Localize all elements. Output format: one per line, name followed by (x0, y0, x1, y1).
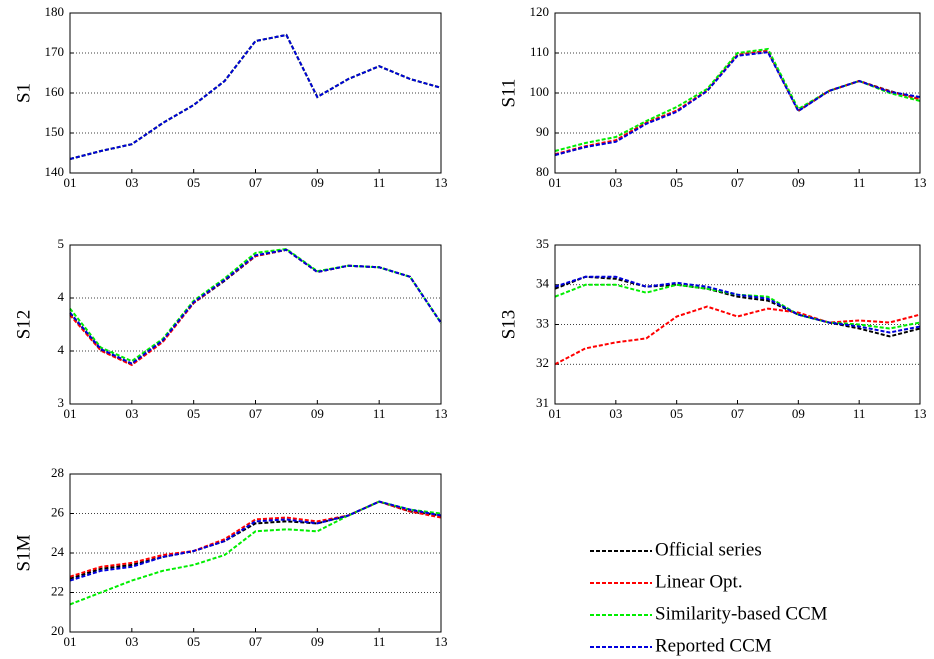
y-tick-label: 4 (58, 342, 65, 357)
plot-frame (69, 12, 442, 174)
series-line (554, 283, 921, 330)
x-tick-label: 07 (249, 175, 263, 190)
x-tick-label: 03 (609, 406, 622, 421)
y-axis-label: S1M (13, 534, 34, 571)
legend-label: Linear Opt. (655, 571, 743, 592)
x-tick-label: 03 (125, 175, 138, 190)
x-tick-label: 07 (249, 634, 263, 649)
series-line (69, 247, 442, 363)
x-tick-label: 13 (914, 175, 927, 190)
x-tick-label: 09 (311, 634, 324, 649)
legend-label: Official series (655, 539, 762, 560)
x-tick-label: 01 (64, 175, 77, 190)
y-axis-label: S1 (13, 83, 34, 103)
y-tick-label: 140 (45, 164, 65, 179)
x-tick-label: 13 (435, 634, 448, 649)
series-line (69, 500, 442, 582)
series-line (69, 33, 442, 160)
y-tick-label: 4 (58, 289, 65, 304)
y-tick-label: 26 (51, 504, 65, 519)
y-tick-label: 22 (51, 583, 64, 598)
x-tick-label: 07 (731, 175, 745, 190)
plot-frame (69, 244, 442, 405)
y-tick-label: 33 (536, 315, 549, 330)
y-tick-label: 5 (58, 236, 65, 251)
x-tick-label: 01 (64, 634, 77, 649)
x-tick-label: 11 (373, 406, 386, 421)
y-tick-label: 160 (45, 84, 65, 99)
y-tick-label: 150 (45, 124, 65, 139)
y-tick-label: 34 (536, 276, 550, 291)
y-tick-label: 120 (530, 4, 550, 19)
series-line (554, 305, 921, 366)
x-tick-label: 05 (187, 634, 200, 649)
x-tick-label: 03 (125, 406, 138, 421)
y-tick-label: 31 (536, 395, 549, 410)
x-tick-label: 09 (311, 406, 324, 421)
y-tick-label: 110 (530, 44, 549, 59)
x-tick-label: 05 (670, 175, 683, 190)
x-tick-label: 03 (125, 634, 138, 649)
series-line (554, 49, 921, 156)
y-axis-label: S12 (13, 310, 34, 340)
x-tick-label: 07 (731, 406, 745, 421)
plot-frame (554, 12, 921, 174)
series-line (554, 275, 921, 334)
series-line (554, 47, 921, 152)
x-tick-label: 13 (435, 175, 448, 190)
x-tick-label: 13 (435, 406, 448, 421)
series-line (554, 275, 921, 338)
legend-label: Reported CCM (655, 635, 772, 656)
x-tick-label: 11 (853, 175, 866, 190)
x-tick-label: 09 (311, 175, 324, 190)
y-axis-label: S11 (498, 79, 519, 108)
x-tick-label: 13 (914, 406, 927, 421)
legend-label: Similarity-based CCM (655, 603, 828, 624)
series-line (69, 248, 442, 366)
y-tick-label: 3 (58, 395, 65, 410)
series-line (69, 248, 442, 365)
series-line (69, 33, 442, 160)
y-tick-label: 32 (536, 355, 549, 370)
y-tick-label: 170 (45, 44, 65, 59)
plot-frame (554, 244, 921, 405)
x-tick-label: 11 (373, 175, 386, 190)
series-line (69, 33, 442, 160)
series-line (69, 248, 442, 367)
series-line (69, 500, 442, 580)
y-tick-label: 90 (536, 124, 549, 139)
x-tick-label: 09 (792, 175, 805, 190)
x-tick-label: 07 (249, 406, 263, 421)
x-tick-label: 03 (609, 175, 622, 190)
x-tick-label: 11 (853, 406, 866, 421)
y-tick-label: 180 (45, 4, 65, 19)
y-tick-label: 35 (536, 236, 549, 251)
series-line (554, 51, 921, 156)
x-tick-label: 09 (792, 406, 805, 421)
x-tick-label: 01 (549, 175, 562, 190)
y-tick-label: 20 (51, 623, 64, 638)
x-tick-label: 05 (187, 175, 200, 190)
x-tick-label: 01 (64, 406, 77, 421)
y-tick-label: 80 (536, 164, 549, 179)
y-tick-label: 100 (530, 84, 550, 99)
x-tick-label: 11 (373, 634, 386, 649)
x-tick-label: 05 (187, 406, 200, 421)
y-tick-label: 28 (51, 465, 64, 480)
plot-frame (69, 473, 442, 633)
y-axis-label: S13 (498, 310, 519, 340)
series-line (69, 33, 442, 160)
x-tick-label: 05 (670, 406, 683, 421)
x-tick-label: 01 (549, 406, 562, 421)
y-tick-label: 24 (51, 544, 65, 559)
